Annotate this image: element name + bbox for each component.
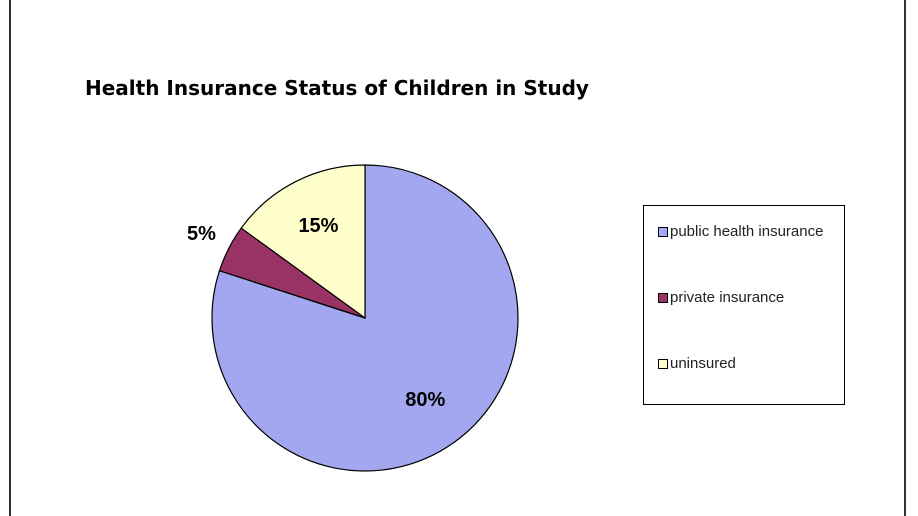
legend-item: uninsured xyxy=(658,354,838,374)
legend-swatch xyxy=(658,227,668,237)
legend-swatch xyxy=(658,293,668,303)
data-label: 15% xyxy=(298,215,338,237)
legend: public health insurance private insurance… xyxy=(643,205,845,405)
data-label: 80% xyxy=(405,389,445,411)
legend-label: public health insurance xyxy=(670,223,824,240)
pie-slice xyxy=(240,164,366,320)
legend-label: uninsured xyxy=(670,355,736,372)
legend-label: private insurance xyxy=(670,289,785,306)
legend-item: public health insurance xyxy=(658,222,838,242)
chart-title: Health Insurance Status of Children in S… xyxy=(85,76,589,100)
legend-swatch xyxy=(658,359,668,369)
legend-item: private insurance xyxy=(658,288,838,308)
data-label: 5% xyxy=(187,223,216,245)
